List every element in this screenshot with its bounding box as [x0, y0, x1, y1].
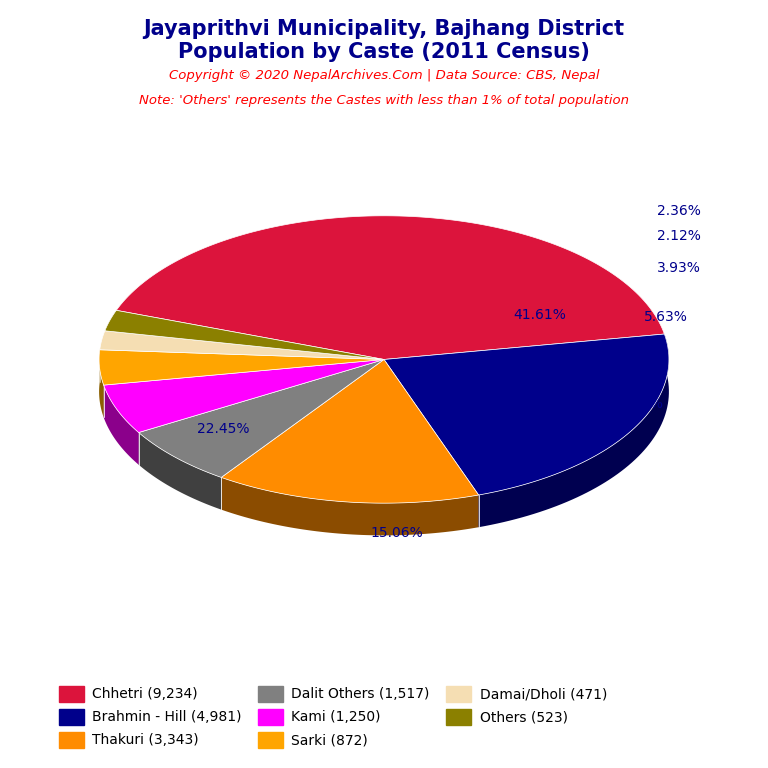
- Text: Population by Caste (2011 Census): Population by Caste (2011 Census): [178, 42, 590, 62]
- PathPatch shape: [104, 310, 384, 359]
- PathPatch shape: [139, 359, 384, 478]
- Text: 5.63%: 5.63%: [644, 310, 688, 324]
- Text: Jayaprithvi Municipality, Bajhang District: Jayaprithvi Municipality, Bajhang Distri…: [144, 19, 624, 39]
- Text: Note: 'Others' represents the Castes with less than 1% of total population: Note: 'Others' represents the Castes wit…: [139, 94, 629, 107]
- Legend: Chhetri (9,234), Brahmin - Hill (4,981), Thakuri (3,343), Dalit Others (1,517), : Chhetri (9,234), Brahmin - Hill (4,981),…: [53, 680, 613, 753]
- Text: Copyright © 2020 NepalArchives.Com | Data Source: CBS, Nepal: Copyright © 2020 NepalArchives.Com | Dat…: [169, 69, 599, 82]
- Text: 15.06%: 15.06%: [370, 526, 422, 540]
- Polygon shape: [104, 385, 139, 465]
- PathPatch shape: [100, 331, 384, 359]
- PathPatch shape: [99, 349, 384, 385]
- Polygon shape: [478, 334, 669, 527]
- Text: 2.12%: 2.12%: [657, 229, 700, 243]
- PathPatch shape: [116, 216, 664, 359]
- Text: 22.45%: 22.45%: [197, 422, 250, 436]
- Polygon shape: [221, 478, 478, 535]
- PathPatch shape: [384, 334, 669, 495]
- Text: 6.84%: 6.84%: [619, 397, 664, 411]
- Text: 41.61%: 41.61%: [513, 308, 566, 322]
- PathPatch shape: [104, 359, 384, 432]
- Polygon shape: [139, 432, 221, 510]
- Text: 2.36%: 2.36%: [657, 204, 700, 218]
- Text: 3.93%: 3.93%: [657, 261, 700, 275]
- Polygon shape: [99, 349, 104, 417]
- PathPatch shape: [221, 359, 478, 503]
